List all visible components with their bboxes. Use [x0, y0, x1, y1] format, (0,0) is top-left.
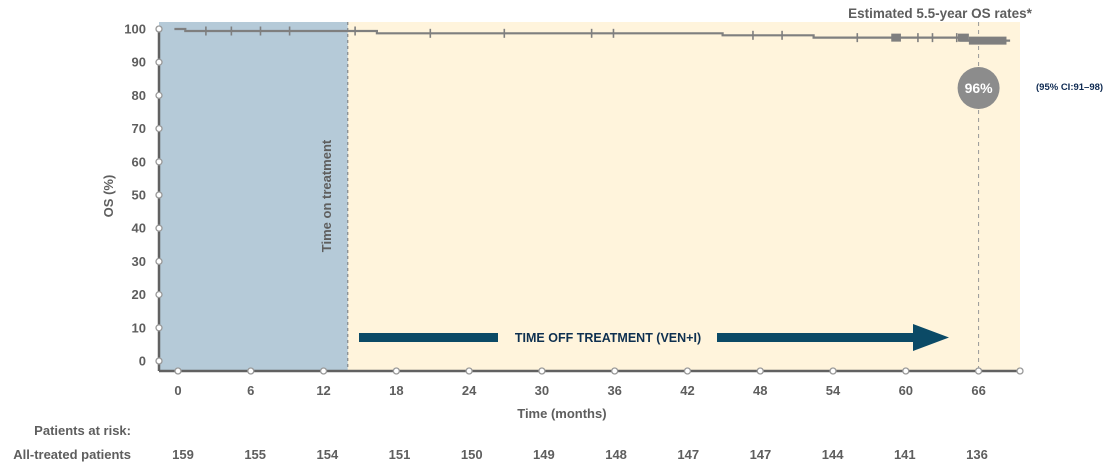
- y-tick-label: 10: [132, 320, 146, 335]
- treatment-regions: [159, 22, 1020, 371]
- x-tick-label: 54: [826, 383, 841, 398]
- y-tick-label: 30: [132, 254, 146, 269]
- x-tick: [611, 367, 619, 375]
- censor-cluster: [968, 36, 1007, 45]
- y-axis-title: OS (%): [101, 175, 116, 218]
- arrow-shaft-right: [717, 333, 916, 342]
- risk-value: 159: [172, 447, 194, 462]
- confidence-interval: (95% CI:91–98): [1036, 82, 1103, 93]
- off-treatment-arrow: TIME OFF TREATMENT (VEN+I): [359, 324, 949, 351]
- y-tick: [155, 158, 163, 166]
- risk-table-title: Patients at risk:: [34, 423, 131, 438]
- x-tick: [465, 367, 473, 375]
- x-tick: [829, 367, 837, 375]
- censor-cluster: [957, 33, 969, 42]
- on-treatment-region: [159, 22, 348, 371]
- x-tick: [392, 367, 400, 375]
- y-tick: [155, 25, 163, 33]
- y-tick-label: 100: [124, 22, 146, 37]
- y-tick-label: 60: [132, 154, 146, 169]
- x-tick: [538, 367, 546, 375]
- estimate-title: Estimated 5.5-year OS rates*: [848, 6, 1033, 21]
- off-treatment-region: [347, 22, 1020, 371]
- y-tick: [155, 124, 163, 133]
- y-tick: [155, 91, 163, 100]
- x-tick-label: 0: [174, 383, 181, 398]
- risk-value: 136: [966, 447, 988, 462]
- y-tick-label: 70: [132, 121, 146, 136]
- y-tick: [155, 224, 163, 232]
- annotations: Estimated 5.5-year OS rates* 96% (95% CI:9…: [848, 6, 1103, 109]
- risk-value: 150: [460, 447, 483, 462]
- x-tick: [756, 367, 764, 375]
- x-tick-label: 24: [462, 383, 477, 398]
- x-tick: [683, 367, 692, 375]
- y-tick: [155, 257, 163, 266]
- x-tick: [319, 367, 328, 375]
- axis-ticks: 0 10 20 30 40 50 60 70 80 90 100 0 6 12 18 24 30 36 42 48 54…: [124, 22, 1024, 398]
- y-tick: [155, 324, 163, 332]
- arrow-head-icon: [913, 324, 949, 351]
- y-tick: [155, 290, 163, 299]
- estimate-badge: [957, 67, 1000, 109]
- x-tick: [1016, 367, 1024, 375]
- censor-cluster: [891, 33, 901, 42]
- y-tick: [155, 357, 163, 365]
- on-treatment-label: Time on treatment: [319, 139, 334, 252]
- x-tick-label: 42: [680, 383, 694, 398]
- x-tick-label: 6: [247, 383, 254, 398]
- y-tick-label: 40: [132, 221, 146, 236]
- y-tick: [155, 58, 163, 66]
- x-axis-title: Time (months): [517, 406, 606, 421]
- y-tick: [155, 191, 163, 199]
- y-tick-label: 0: [139, 354, 146, 369]
- axes: OS (%) Time (months): [101, 28, 1020, 421]
- risk-value: 148: [605, 447, 627, 462]
- risk-value: 155: [244, 447, 267, 462]
- x-tick-label: 36: [607, 383, 621, 398]
- x-tick: [974, 367, 983, 375]
- survival-curve: [174, 26, 1011, 45]
- x-tick: [902, 367, 910, 375]
- y-tick-label: 50: [132, 188, 146, 203]
- x-tick-label: 30: [535, 383, 549, 398]
- risk-value: 141: [893, 447, 916, 462]
- x-tick-label: 60: [899, 383, 913, 398]
- y-tick-label: 90: [132, 55, 146, 70]
- y-tick-label: 80: [132, 88, 146, 103]
- y-tick-label: 20: [132, 287, 146, 302]
- risk-value: 151: [388, 447, 411, 462]
- risk-value: 147: [677, 447, 700, 462]
- off-treatment-label: TIME OFF TREATMENT (VEN+I): [515, 331, 701, 345]
- risk-table-row-label: All-treated patients: [13, 447, 131, 462]
- arrow-shaft-left: [359, 333, 498, 342]
- x-tick-label: 66: [971, 383, 985, 398]
- x-tick-label: 18: [389, 383, 403, 398]
- risk-value: 154: [316, 447, 339, 462]
- estimate-value: 96%: [965, 80, 994, 96]
- x-tick: [247, 367, 255, 375]
- risk-value: 147: [749, 447, 772, 462]
- risk-value: 144: [821, 447, 844, 462]
- risk-value: 149: [533, 447, 555, 462]
- x-tick-label: 12: [316, 383, 330, 398]
- x-tick: [174, 367, 182, 375]
- x-tick-label: 48: [753, 383, 767, 398]
